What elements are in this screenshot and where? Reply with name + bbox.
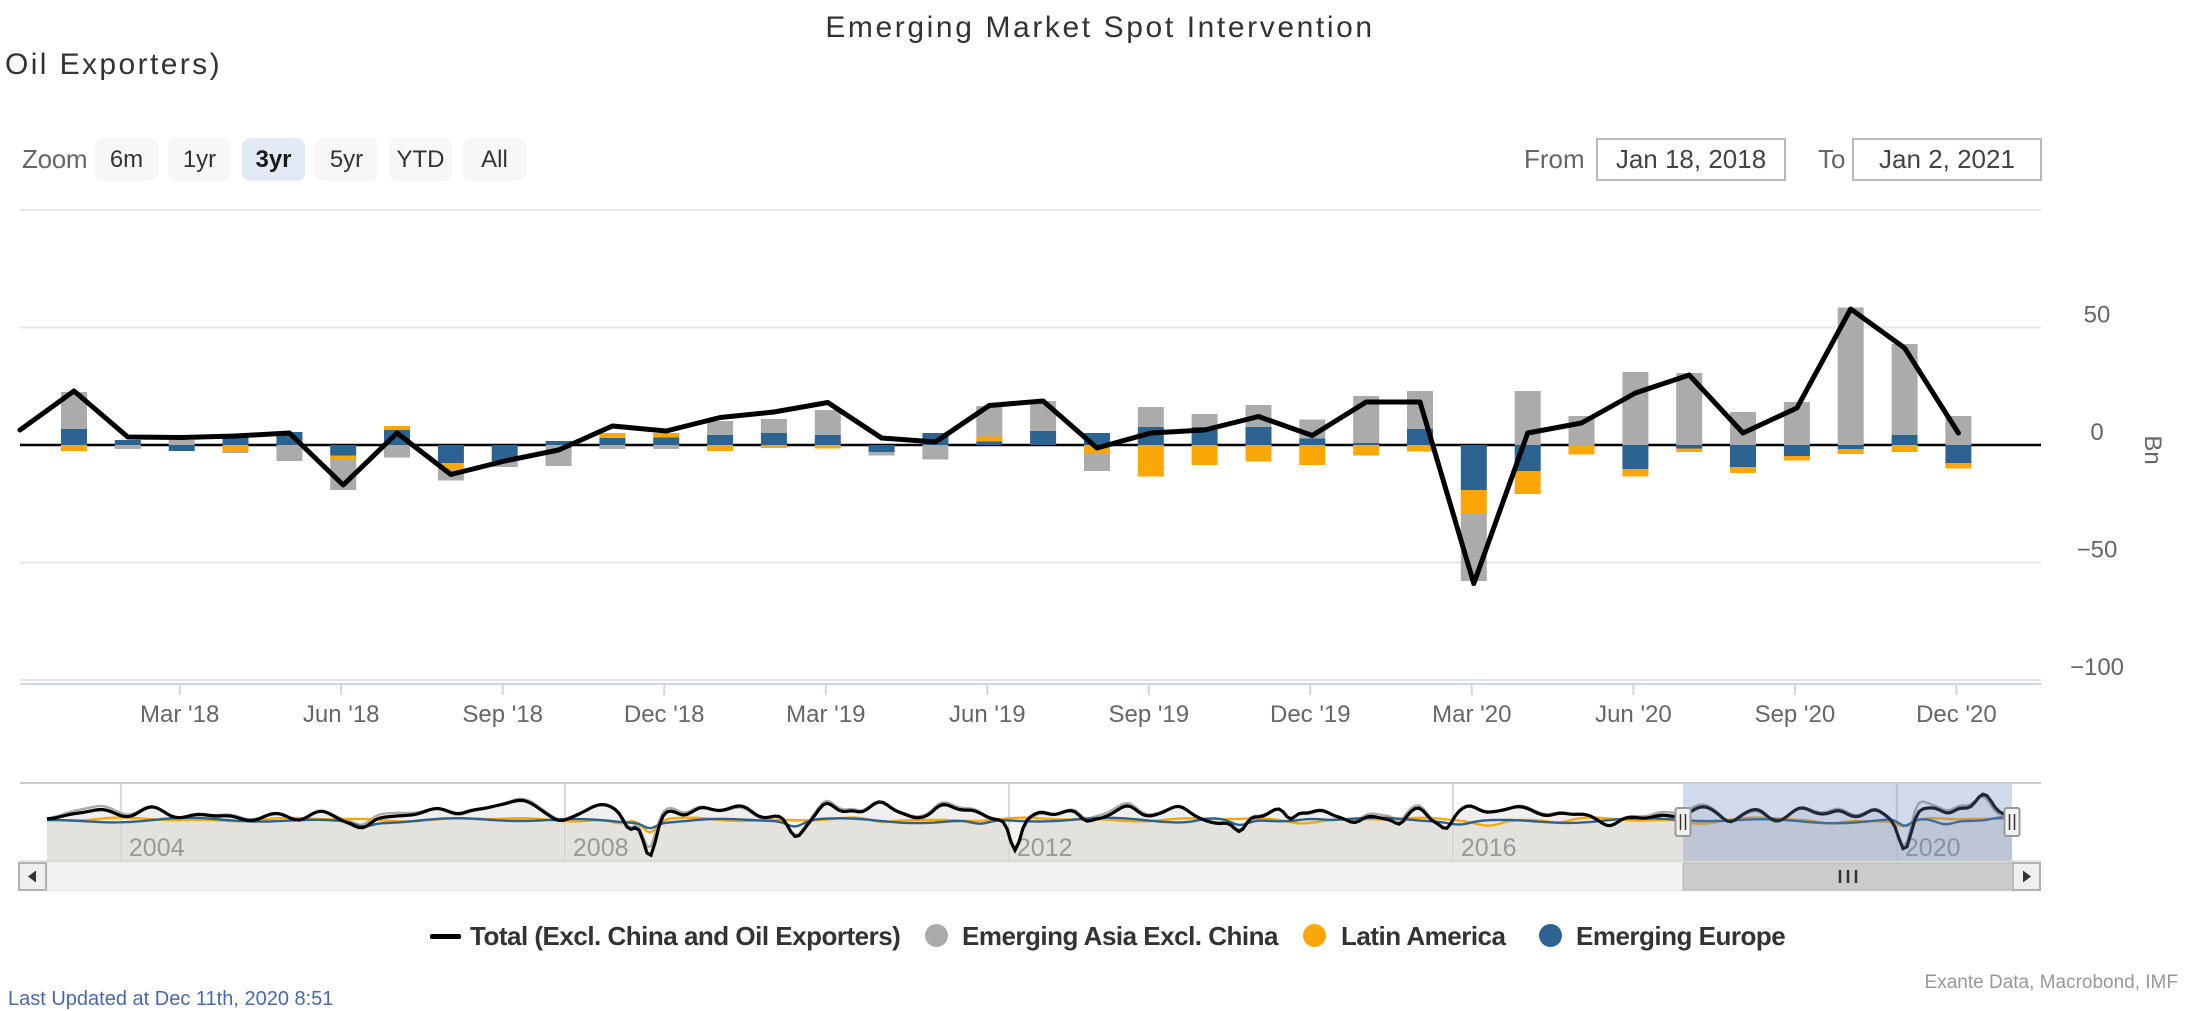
svg-text:2004: 2004 xyxy=(129,834,185,862)
svg-text:Dec '19: Dec '19 xyxy=(1270,701,1351,728)
svg-text:2012: 2012 xyxy=(1017,834,1073,862)
svg-text:Sep '20: Sep '20 xyxy=(1755,701,1836,728)
svg-text:Mar '19: Mar '19 xyxy=(786,701,865,728)
svg-text:Sep '18: Sep '18 xyxy=(462,701,543,728)
svg-text:Dec '18: Dec '18 xyxy=(624,701,705,728)
svg-text:Dec '20: Dec '20 xyxy=(1916,701,1997,728)
svg-text:Jun '20: Jun '20 xyxy=(1595,701,1672,728)
svg-text:50: 50 xyxy=(2084,302,2111,329)
svg-text:Jun '19: Jun '19 xyxy=(949,701,1026,728)
svg-text:2020: 2020 xyxy=(1905,834,1961,862)
svg-text:−50: −50 xyxy=(2077,537,2118,564)
svg-text:−100: −100 xyxy=(2070,654,2124,681)
svg-text:Bn: Bn xyxy=(2139,435,2166,464)
svg-text:2016: 2016 xyxy=(1461,834,1517,862)
svg-text:Mar '20: Mar '20 xyxy=(1432,701,1511,728)
svg-text:Jun '18: Jun '18 xyxy=(303,701,380,728)
svg-text:Sep '19: Sep '19 xyxy=(1108,701,1189,728)
svg-text:2008: 2008 xyxy=(573,834,629,862)
svg-text:Mar '18: Mar '18 xyxy=(140,701,219,728)
svg-text:0: 0 xyxy=(2090,419,2103,446)
